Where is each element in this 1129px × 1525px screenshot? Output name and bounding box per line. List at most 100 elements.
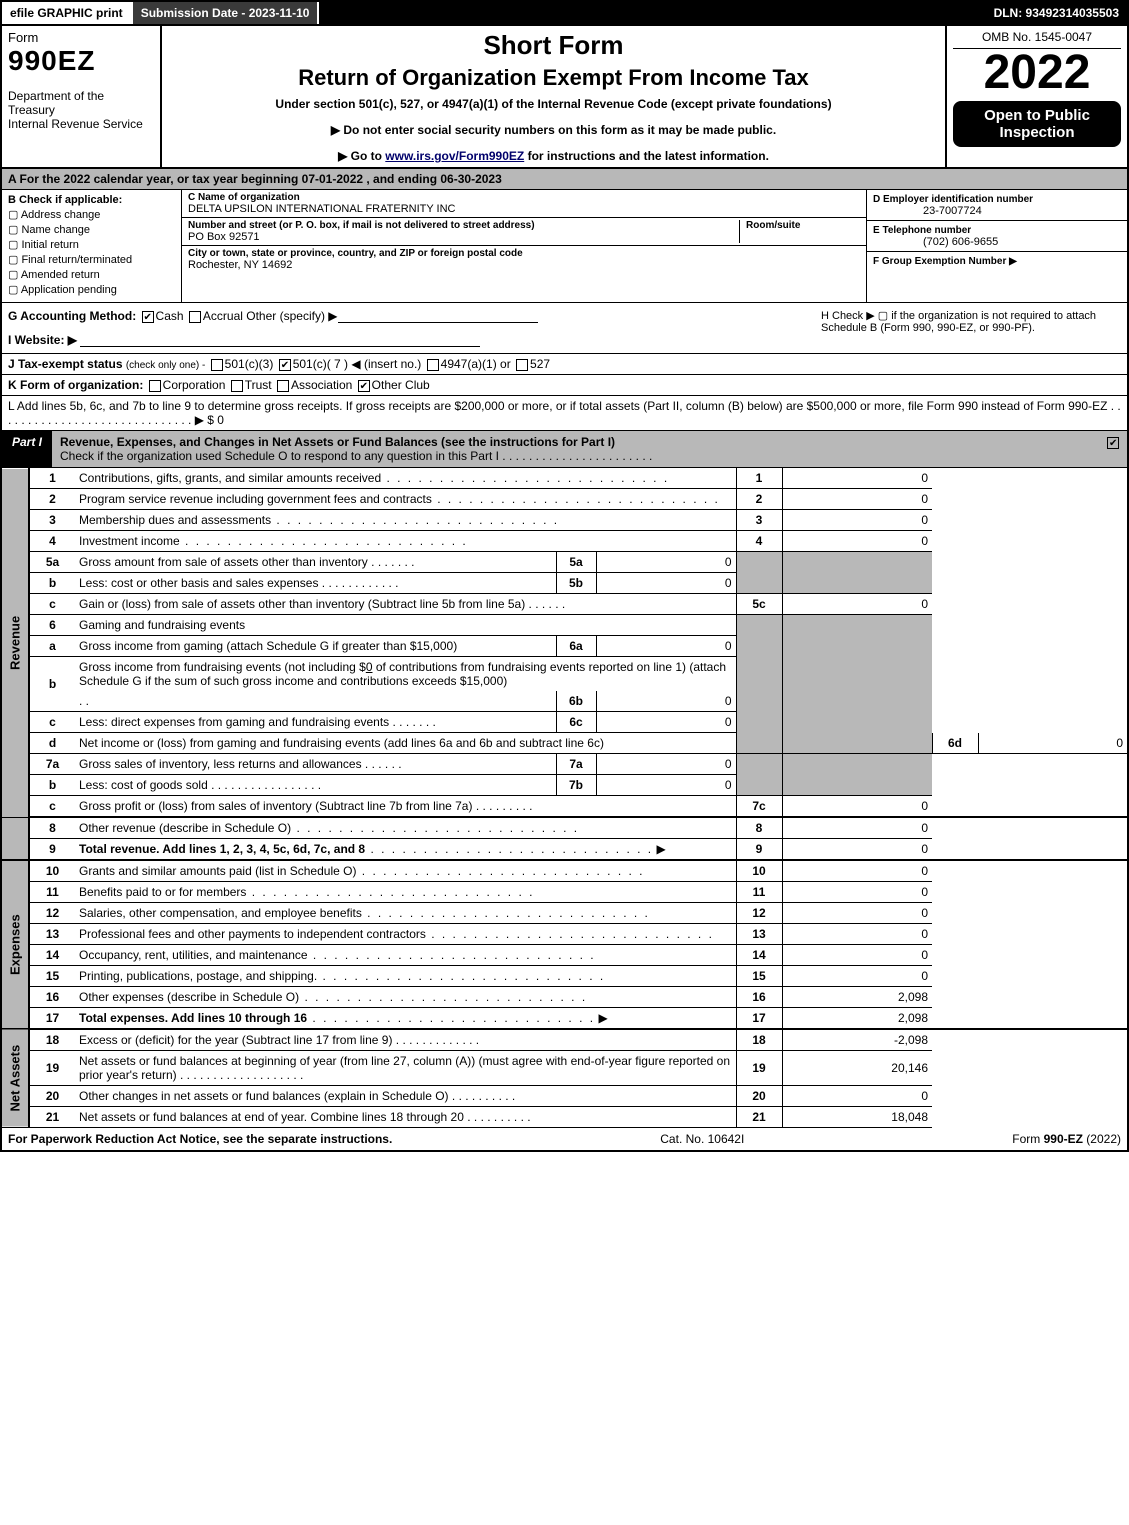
ln3-no: 3 bbox=[29, 510, 75, 531]
ln11-desc: Benefits paid to or for members bbox=[75, 882, 736, 903]
vlabel-netassets: Net Assets bbox=[1, 1029, 29, 1128]
badge-line1: Open to Public bbox=[984, 107, 1090, 124]
ln1-val: 0 bbox=[782, 468, 932, 489]
ln6b-sub: 6b bbox=[556, 691, 596, 712]
open-public-badge: Open to Public Inspection bbox=[953, 101, 1121, 147]
ln7b-no: b bbox=[29, 775, 75, 796]
part1-sub: Check if the organization used Schedule … bbox=[60, 449, 506, 463]
g-accounting: G Accounting Method: Cash Accrual Other … bbox=[8, 309, 821, 347]
ln6b-sv: 0 bbox=[596, 691, 736, 712]
irs-link[interactable]: www.irs.gov/Form990EZ bbox=[385, 149, 524, 163]
cash-label: Cash bbox=[156, 309, 184, 323]
c-name-label: C Name of organization bbox=[188, 192, 860, 203]
ck-amended-return[interactable]: Amended return bbox=[8, 268, 175, 281]
ln15-desc: Printing, publications, postage, and shi… bbox=[75, 966, 736, 987]
ln13-box: 13 bbox=[736, 924, 782, 945]
c-city-row: City or town, state or province, country… bbox=[182, 246, 866, 273]
ck-application-pending[interactable]: Application pending bbox=[8, 283, 175, 296]
ln10-no: 10 bbox=[29, 860, 75, 882]
ln5-greyval bbox=[782, 552, 932, 594]
ln21-desc: Net assets or fund balances at end of ye… bbox=[75, 1107, 736, 1128]
ln11-no: 11 bbox=[29, 882, 75, 903]
ln12-no: 12 bbox=[29, 903, 75, 924]
ln21-val: 18,048 bbox=[782, 1107, 932, 1128]
k-corp: Corporation bbox=[163, 378, 226, 392]
inst2-post: for instructions and the latest informat… bbox=[524, 149, 769, 163]
ln8-val: 0 bbox=[782, 817, 932, 839]
ln5c-val: 0 bbox=[782, 594, 932, 615]
ln6c-desc: Less: direct expenses from gaming and fu… bbox=[75, 712, 556, 733]
ck-initial-return[interactable]: Initial return bbox=[8, 238, 175, 251]
row-l: L Add lines 5b, 6c, and 7b to line 9 to … bbox=[0, 396, 1129, 431]
ln12-desc: Salaries, other compensation, and employ… bbox=[75, 903, 736, 924]
ln5a-sub: 5a bbox=[556, 552, 596, 573]
ck-501c3[interactable] bbox=[211, 359, 223, 371]
ln7b-sub: 7b bbox=[556, 775, 596, 796]
header-right: OMB No. 1545-0047 2022 Open to Public In… bbox=[947, 26, 1127, 167]
j-sm: (check only one) - bbox=[126, 360, 205, 371]
org-city: Rochester, NY 14692 bbox=[188, 259, 292, 271]
ln6b-desc2: . . bbox=[75, 691, 556, 712]
k-assoc: Association bbox=[291, 378, 352, 392]
ln17-no: 17 bbox=[29, 1008, 75, 1030]
ck-trust[interactable] bbox=[231, 380, 243, 392]
ln12-val: 0 bbox=[782, 903, 932, 924]
ln6a-sub: 6a bbox=[556, 636, 596, 657]
ln6c-sub: 6c bbox=[556, 712, 596, 733]
ck-cash[interactable] bbox=[142, 311, 154, 323]
k-trust: Trust bbox=[245, 378, 272, 392]
ln7a-sub: 7a bbox=[556, 754, 596, 775]
ck-4947[interactable] bbox=[427, 359, 439, 371]
ck-schedule-o-used[interactable] bbox=[1107, 437, 1119, 449]
ln6a-desc: Gross income from gaming (attach Schedul… bbox=[75, 636, 556, 657]
ln8-no: 8 bbox=[29, 817, 75, 839]
ln20-val: 0 bbox=[782, 1086, 932, 1107]
header-left: Form 990EZ Department of the Treasury In… bbox=[2, 26, 162, 167]
ck-accrual[interactable] bbox=[189, 311, 201, 323]
ln6-no: 6 bbox=[29, 615, 75, 636]
ck-assoc[interactable] bbox=[277, 380, 289, 392]
room-label: Room/suite bbox=[746, 220, 860, 231]
other-specify-line[interactable] bbox=[338, 309, 538, 323]
website-line[interactable] bbox=[80, 333, 480, 347]
ck-address-change[interactable]: Address change bbox=[8, 208, 175, 221]
part1-ck bbox=[1099, 431, 1127, 467]
ein-value: 23-7007724 bbox=[873, 205, 1121, 217]
accrual-label: Accrual bbox=[203, 309, 243, 323]
ln19-val: 20,146 bbox=[782, 1051, 932, 1086]
ln14-val: 0 bbox=[782, 945, 932, 966]
k-other-val: Club bbox=[405, 378, 430, 392]
ck-name-change[interactable]: Name change bbox=[8, 223, 175, 236]
ck-501c[interactable] bbox=[279, 359, 291, 371]
ln5c-no: c bbox=[29, 594, 75, 615]
topbar-spacer bbox=[319, 2, 985, 24]
ck-527[interactable] bbox=[516, 359, 528, 371]
ck-corp[interactable] bbox=[149, 380, 161, 392]
ln18-no: 18 bbox=[29, 1029, 75, 1051]
dln: DLN: 93492314035503 bbox=[986, 2, 1127, 24]
ln2-no: 2 bbox=[29, 489, 75, 510]
ln6d-no: d bbox=[29, 733, 75, 754]
ln6c-no: c bbox=[29, 712, 75, 733]
ln14-desc: Occupancy, rent, utilities, and maintena… bbox=[75, 945, 736, 966]
ln15-no: 15 bbox=[29, 966, 75, 987]
j-label: J Tax-exempt status bbox=[8, 357, 123, 371]
f-group-row: F Group Exemption Number ▶ bbox=[867, 252, 1127, 270]
ln10-desc: Grants and similar amounts paid (list in… bbox=[75, 860, 736, 882]
tax-year: 2022 bbox=[953, 49, 1121, 97]
h-schedule-b: H Check ▶ ▢ if the organization is not r… bbox=[821, 309, 1121, 347]
ln7b-desc: Less: cost of goods sold . . . . . . . .… bbox=[75, 775, 556, 796]
ln10-val: 0 bbox=[782, 860, 932, 882]
footer-left: For Paperwork Reduction Act Notice, see … bbox=[8, 1132, 392, 1146]
ck-final-return[interactable]: Final return/terminated bbox=[8, 253, 175, 266]
ln6a-no: a bbox=[29, 636, 75, 657]
k-other: Other bbox=[372, 378, 402, 392]
ln5b-sv: 0 bbox=[596, 573, 736, 594]
dept-treasury: Department of the Treasury bbox=[8, 89, 154, 117]
ln4-desc: Investment income bbox=[75, 531, 736, 552]
ln14-no: 14 bbox=[29, 945, 75, 966]
ln17-desc: Total expenses. Add lines 10 through 16 … bbox=[75, 1008, 736, 1030]
ck-other[interactable] bbox=[358, 380, 370, 392]
ln19-no: 19 bbox=[29, 1051, 75, 1086]
ln21-no: 21 bbox=[29, 1107, 75, 1128]
